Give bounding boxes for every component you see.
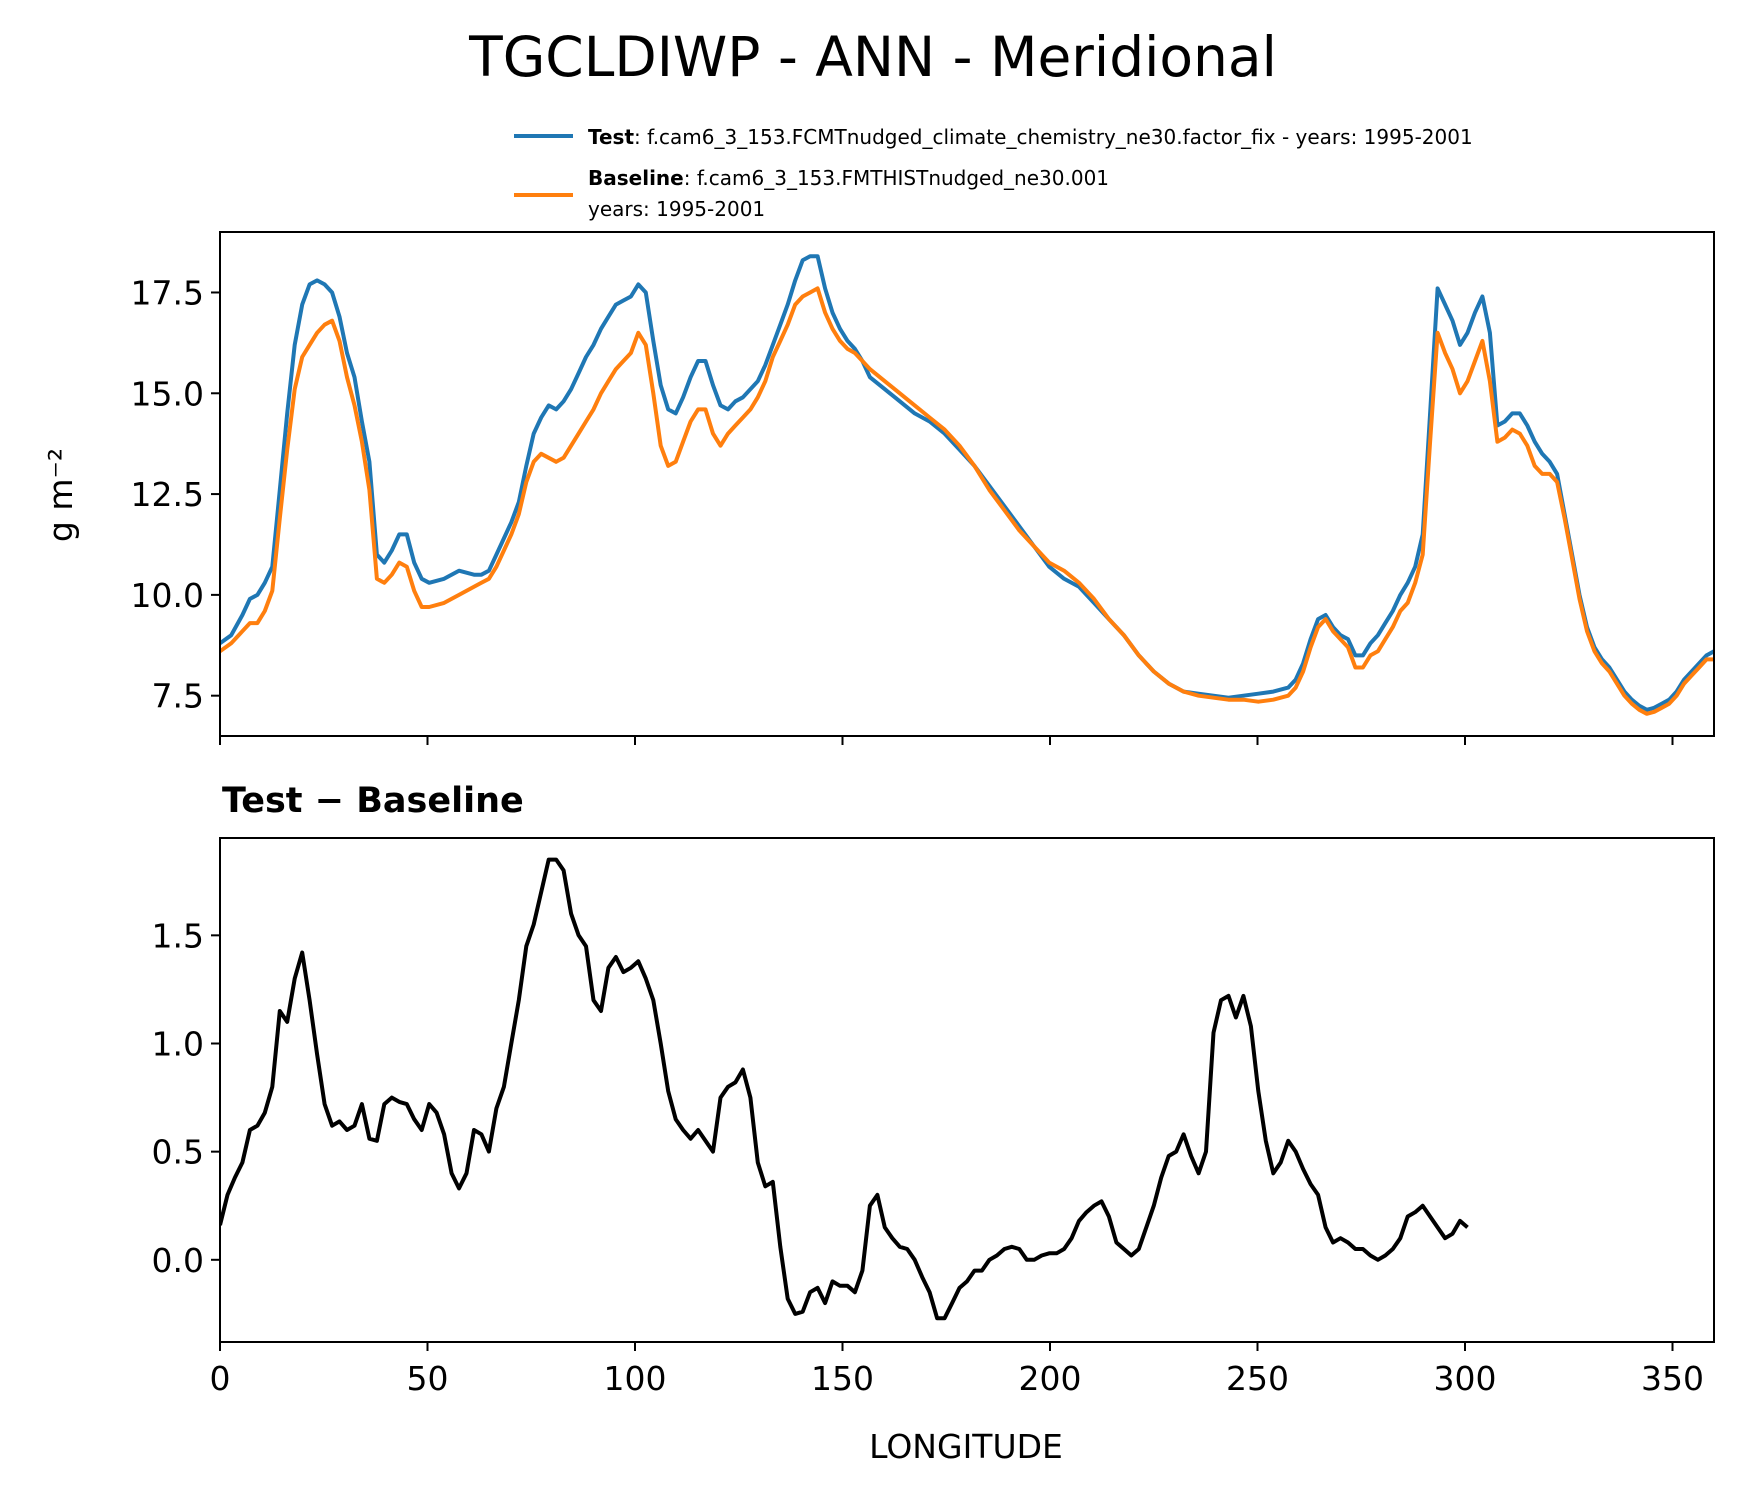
y-tick-label: 1.5 — [152, 916, 204, 955]
top-plot-area: 7.5 10.0 12.5 15.0 17.5 — [131, 254, 1714, 745]
x-tick-label: 150 — [811, 1359, 874, 1398]
y-tick-label: 0.0 — [152, 1241, 204, 1280]
y-tick-label: 10.0 — [131, 576, 204, 615]
top-panel: g m⁻² 7.5 10.0 12.5 15.0 17.5 — [41, 231, 1715, 745]
y-tick-label: 12.5 — [131, 475, 204, 514]
chart-title: TGCLDIWP - ANN - Meridional — [468, 25, 1277, 89]
x-tick-label: 0 — [210, 1359, 231, 1398]
series-line-baseline — [220, 286, 1714, 716]
legend-test-label: Test — [588, 125, 634, 149]
bottom-plot-area: 0.0 0.5 1.0 1.5 0 50 100 150 200 250 300 350 — [152, 857, 1704, 1398]
x-tick-label: 350 — [1641, 1359, 1704, 1398]
bottom-frame — [219, 837, 1715, 1343]
series-line-test — [220, 254, 1714, 712]
x-tick-label: 250 — [1226, 1359, 1289, 1398]
series-line-test-baseline — [220, 857, 1469, 1321]
x-tick-label: 300 — [1434, 1359, 1497, 1398]
bottom-subtitle: Test − Baseline — [222, 781, 524, 821]
legend-baseline-label: Baseline — [588, 166, 684, 190]
y-tick-label: 7.5 — [152, 677, 204, 716]
svg-text:Test: f.cam6_3_153.FCMTnudged_: Test: f.cam6_3_153.FCMTnudged_climate_ch… — [588, 125, 1473, 149]
legend-baseline-years: years: 1995-2001 — [588, 197, 765, 221]
x-tick-label: 50 — [407, 1359, 449, 1398]
x-axis-label: LONGITUDE — [869, 1427, 1063, 1466]
top-ylabel: g m⁻² — [41, 448, 80, 542]
bottom-panel: Test − Baseline 0.0 0.5 1.0 1.5 0 50 100 150 200… — [152, 781, 1715, 1466]
legend-baseline-text: : f.cam6_3_153.FMTHISTnudged_ne30.001 — [684, 166, 1109, 190]
y-tick-label: 17.5 — [131, 273, 204, 312]
y-tick-label: 1.0 — [152, 1024, 204, 1063]
legend: Test: f.cam6_3_153.FCMTnudged_climate_ch… — [514, 125, 1473, 221]
y-tick-label: 0.5 — [152, 1133, 204, 1172]
top-frame — [219, 231, 1715, 737]
svg-text:Baseline: f.cam6_3_153.FMTHIST: Baseline: f.cam6_3_153.FMTHISTnudged_ne3… — [588, 166, 1109, 190]
legend-test-text: : f.cam6_3_153.FCMTnudged_climate_chemis… — [634, 125, 1473, 149]
x-tick-label: 200 — [1019, 1359, 1082, 1398]
x-tick-label: 100 — [604, 1359, 667, 1398]
y-tick-label: 15.0 — [131, 374, 204, 413]
